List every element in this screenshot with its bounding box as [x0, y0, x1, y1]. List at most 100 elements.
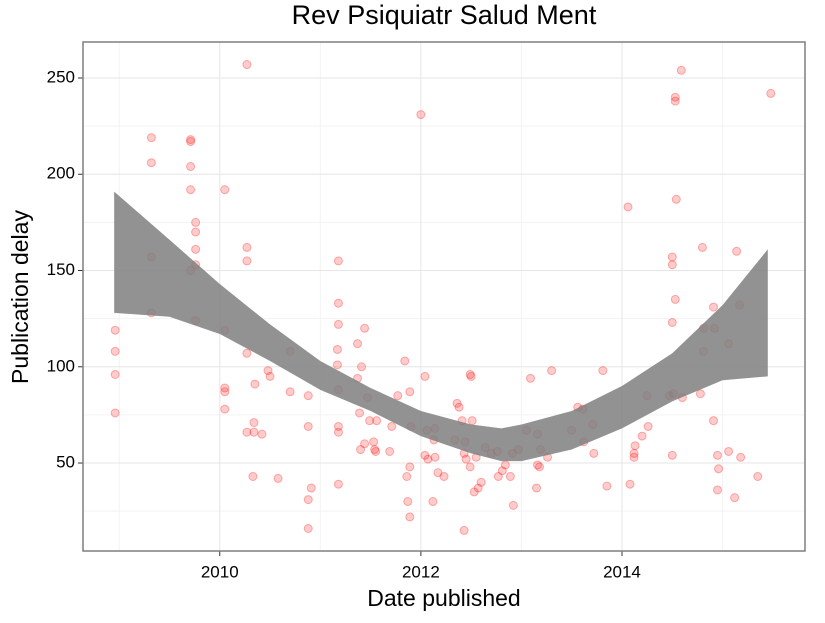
point	[186, 185, 196, 195]
y-tick-label: 250	[47, 67, 75, 86]
point	[730, 493, 740, 503]
point	[630, 441, 640, 451]
point	[405, 512, 415, 522]
point	[356, 445, 366, 455]
point	[242, 242, 252, 252]
point	[602, 481, 612, 491]
point	[766, 88, 776, 98]
point	[191, 244, 201, 254]
point	[333, 421, 343, 431]
point	[508, 500, 518, 510]
point	[670, 294, 680, 304]
point	[242, 427, 252, 437]
point	[732, 246, 742, 256]
point	[369, 437, 379, 447]
point	[110, 346, 120, 356]
point	[242, 256, 252, 266]
point	[643, 421, 653, 431]
point	[110, 325, 120, 335]
y-axis-title: Publication delay	[7, 210, 33, 384]
point	[332, 344, 342, 354]
point	[220, 404, 230, 414]
point	[357, 362, 367, 372]
point	[393, 391, 403, 401]
point	[248, 471, 258, 481]
point	[220, 383, 230, 393]
point	[333, 479, 343, 489]
point	[186, 137, 196, 147]
point	[403, 497, 413, 507]
point	[532, 483, 542, 493]
point	[110, 369, 120, 379]
point	[353, 339, 363, 349]
point	[667, 260, 677, 270]
point	[332, 360, 342, 370]
point	[497, 466, 507, 476]
point	[433, 468, 443, 478]
point	[466, 371, 476, 381]
x-axis-title: Date published	[367, 585, 520, 611]
point	[263, 366, 273, 376]
point	[637, 431, 647, 441]
point	[598, 366, 608, 376]
point	[454, 402, 464, 412]
point	[372, 416, 382, 426]
point	[697, 242, 707, 252]
point	[629, 448, 639, 458]
point	[405, 387, 415, 397]
point	[459, 525, 469, 535]
point	[250, 379, 260, 389]
point	[110, 408, 120, 418]
point	[400, 356, 410, 366]
point	[360, 439, 370, 449]
point	[405, 462, 415, 472]
point	[146, 158, 156, 168]
point	[333, 256, 343, 266]
point	[713, 485, 723, 495]
point	[303, 391, 313, 401]
point	[416, 110, 426, 120]
x-tick-label: 2010	[201, 562, 239, 581]
chart-title: Rev Psiquiatr Salud Ment	[292, 0, 597, 30]
point	[533, 460, 543, 470]
point	[452, 398, 462, 408]
point	[370, 445, 380, 455]
point	[625, 479, 635, 489]
point	[220, 185, 230, 195]
point	[191, 227, 201, 237]
point	[465, 462, 475, 472]
point	[360, 323, 370, 333]
point	[473, 483, 483, 493]
point	[670, 92, 680, 102]
point	[547, 366, 557, 376]
point	[242, 60, 252, 70]
y-tick-label: 50	[56, 453, 75, 472]
point	[430, 452, 440, 462]
point	[535, 462, 545, 472]
point	[670, 96, 680, 106]
point	[439, 471, 449, 481]
point	[467, 416, 477, 426]
point	[525, 373, 535, 383]
point	[365, 416, 375, 426]
y-tick-label: 200	[47, 164, 75, 183]
point	[708, 416, 718, 426]
point	[667, 450, 677, 460]
point	[186, 162, 196, 172]
plot-border	[82, 41, 806, 552]
y-tick-label: 100	[47, 356, 75, 375]
point	[724, 446, 734, 456]
point	[713, 450, 723, 460]
point	[371, 446, 381, 456]
point	[303, 495, 313, 505]
point	[186, 135, 196, 145]
point	[505, 471, 515, 481]
point	[695, 389, 705, 399]
point	[306, 483, 316, 493]
point	[708, 302, 718, 312]
point	[667, 252, 677, 262]
point	[671, 194, 681, 204]
point	[249, 427, 259, 437]
point	[423, 454, 433, 464]
